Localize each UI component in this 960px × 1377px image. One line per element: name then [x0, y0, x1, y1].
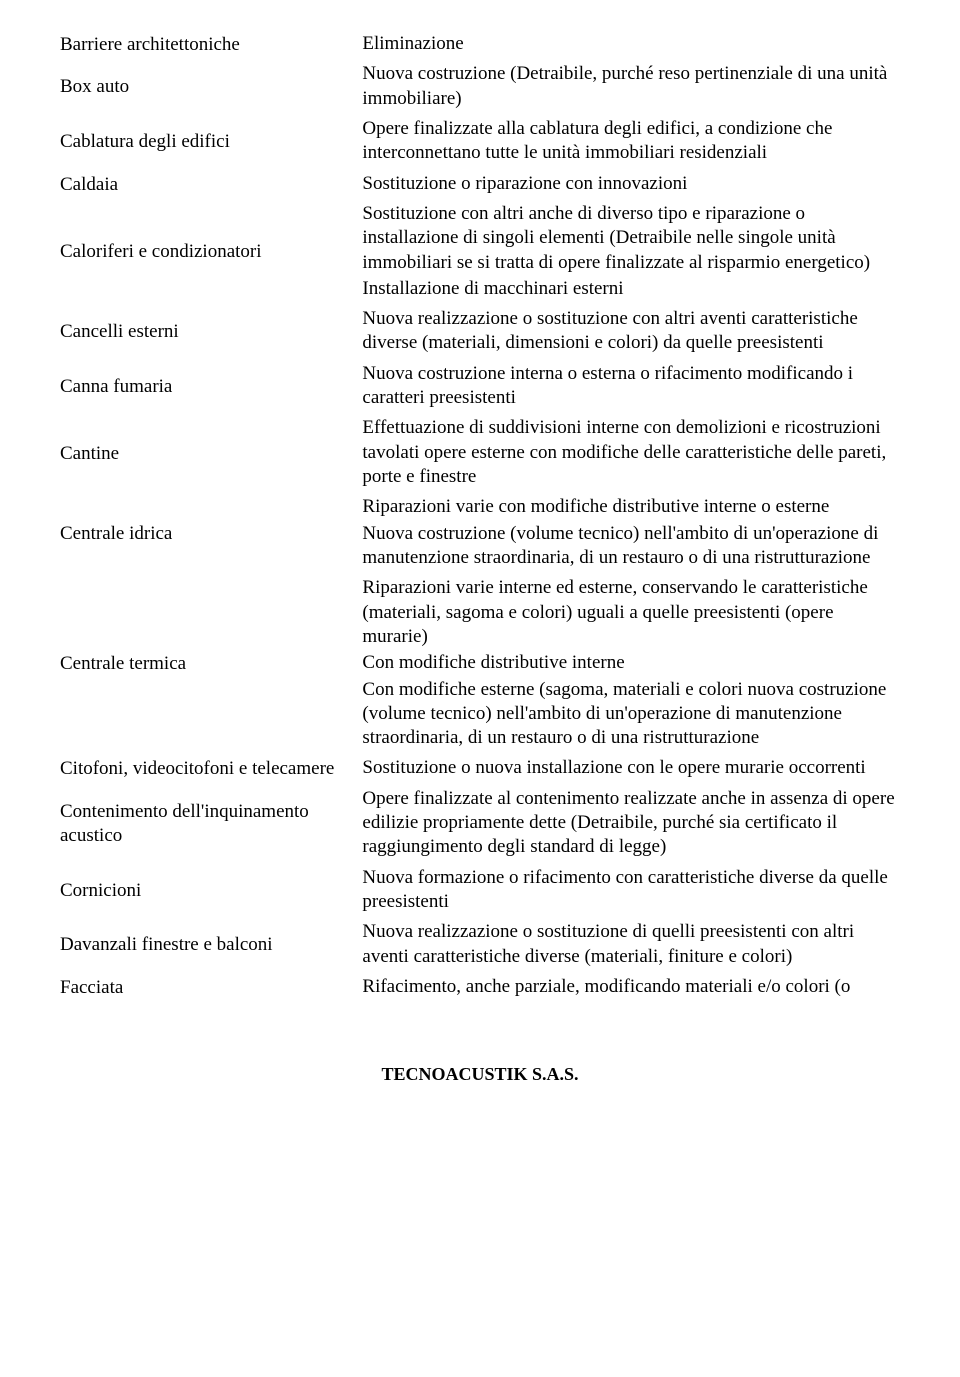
description-paragraph: Riparazioni varie interne ed esterne, co…: [362, 576, 900, 649]
footer-text: TECNOACUSTIK S.A.S.: [60, 1063, 900, 1086]
table-row: Contenimento dell'inquinamento acusticoO…: [60, 785, 900, 864]
term-cell: Cancelli esterni: [60, 305, 362, 360]
table-row: Box autoNuova costruzione (Detraibile, p…: [60, 60, 900, 115]
description-cell: Opere finalizzate al contenimento realiz…: [362, 785, 900, 864]
description-cell: Eliminazione: [362, 30, 900, 60]
description-cell: Sostituzione con altri anche di diverso …: [362, 200, 900, 305]
description-paragraph: Con modifiche esterne (sagoma, materiali…: [362, 678, 900, 751]
description-cell: Riparazioni varie con modifiche distribu…: [362, 493, 900, 574]
table-row: Centrale termicaRiparazioni varie intern…: [60, 574, 900, 754]
table-row: CantineEffettuazione di suddivisioni int…: [60, 414, 900, 493]
term-cell: Box auto: [60, 60, 362, 115]
term-cell: Davanzali finestre e balconi: [60, 918, 362, 973]
table-row: CornicioniNuova formazione o rifacimento…: [60, 864, 900, 919]
description-cell: Nuova costruzione (Detraibile, purché re…: [362, 60, 900, 115]
term-cell: Citofoni, videocitofoni e telecamere: [60, 754, 362, 784]
description-cell: Sostituzione o nuova installazione con l…: [362, 754, 900, 784]
description-paragraph: Nuova costruzione (volume tecnico) nell'…: [362, 522, 900, 571]
table-row: FacciataRifacimento, anche parziale, mod…: [60, 973, 900, 1003]
description-cell: Nuova costruzione interna o esterna o ri…: [362, 360, 900, 415]
term-cell: Barriere architettoniche: [60, 30, 362, 60]
description-cell: Sostituzione o riparazione con innovazio…: [362, 170, 900, 200]
description-cell: Nuova formazione o rifacimento con carat…: [362, 864, 900, 919]
description-paragraph: Con modifiche distributive interne: [362, 651, 900, 675]
description-paragraph: Nuova costruzione (Detraibile, purché re…: [362, 62, 900, 111]
term-cell: Caloriferi e condizionatori: [60, 200, 362, 305]
table-row: Caloriferi e condizionatoriSostituzione …: [60, 200, 900, 305]
description-paragraph: Opere finalizzate alla cablatura degli e…: [362, 117, 900, 166]
description-cell: Effettuazione di suddivisioni interne co…: [362, 414, 900, 493]
description-cell: Riparazioni varie interne ed esterne, co…: [362, 574, 900, 754]
term-cell: Centrale idrica: [60, 493, 362, 574]
description-paragraph: Sostituzione o riparazione con innovazio…: [362, 172, 900, 196]
table-row: Centrale idricaRiparazioni varie con mod…: [60, 493, 900, 574]
description-paragraph: Opere finalizzate al contenimento realiz…: [362, 787, 900, 860]
description-cell: Rifacimento, anche parziale, modificando…: [362, 973, 900, 1003]
description-paragraph: Nuova realizzazione o sostituzione con a…: [362, 307, 900, 356]
description-paragraph: Eliminazione: [362, 32, 900, 56]
description-paragraph: Nuova realizzazione o sostituzione di qu…: [362, 920, 900, 969]
term-cell: Cablatura degli edifici: [60, 115, 362, 170]
description-paragraph: Riparazioni varie con modifiche distribu…: [362, 495, 900, 519]
table-row: Canna fumariaNuova costruzione interna o…: [60, 360, 900, 415]
term-cell: Cornicioni: [60, 864, 362, 919]
description-paragraph: Nuova costruzione interna o esterna o ri…: [362, 362, 900, 411]
description-paragraph: Effettuazione di suddivisioni interne co…: [362, 416, 900, 489]
description-paragraph: Installazione di macchinari esterni: [362, 277, 900, 301]
term-cell: Canna fumaria: [60, 360, 362, 415]
term-cell: Cantine: [60, 414, 362, 493]
description-cell: Nuova realizzazione o sostituzione di qu…: [362, 918, 900, 973]
table-row: Davanzali finestre e balconiNuova realiz…: [60, 918, 900, 973]
table-row: Barriere architettonicheEliminazione: [60, 30, 900, 60]
description-paragraph: Sostituzione con altri anche di diverso …: [362, 202, 900, 275]
table-row: Cancelli esterniNuova realizzazione o so…: [60, 305, 900, 360]
definitions-table: Barriere architettonicheEliminazioneBox …: [60, 30, 900, 1003]
term-cell: Centrale termica: [60, 574, 362, 754]
description-paragraph: Sostituzione o nuova installazione con l…: [362, 756, 900, 780]
description-paragraph: Nuova formazione o rifacimento con carat…: [362, 866, 900, 915]
table-row: Citofoni, videocitofoni e telecamereSost…: [60, 754, 900, 784]
description-cell: Nuova realizzazione o sostituzione con a…: [362, 305, 900, 360]
term-cell: Facciata: [60, 973, 362, 1003]
description-paragraph: Rifacimento, anche parziale, modificando…: [362, 975, 900, 999]
table-row: CaldaiaSostituzione o riparazione con in…: [60, 170, 900, 200]
term-cell: Caldaia: [60, 170, 362, 200]
description-cell: Opere finalizzate alla cablatura degli e…: [362, 115, 900, 170]
term-cell: Contenimento dell'inquinamento acustico: [60, 785, 362, 864]
table-row: Cablatura degli edificiOpere finalizzate…: [60, 115, 900, 170]
